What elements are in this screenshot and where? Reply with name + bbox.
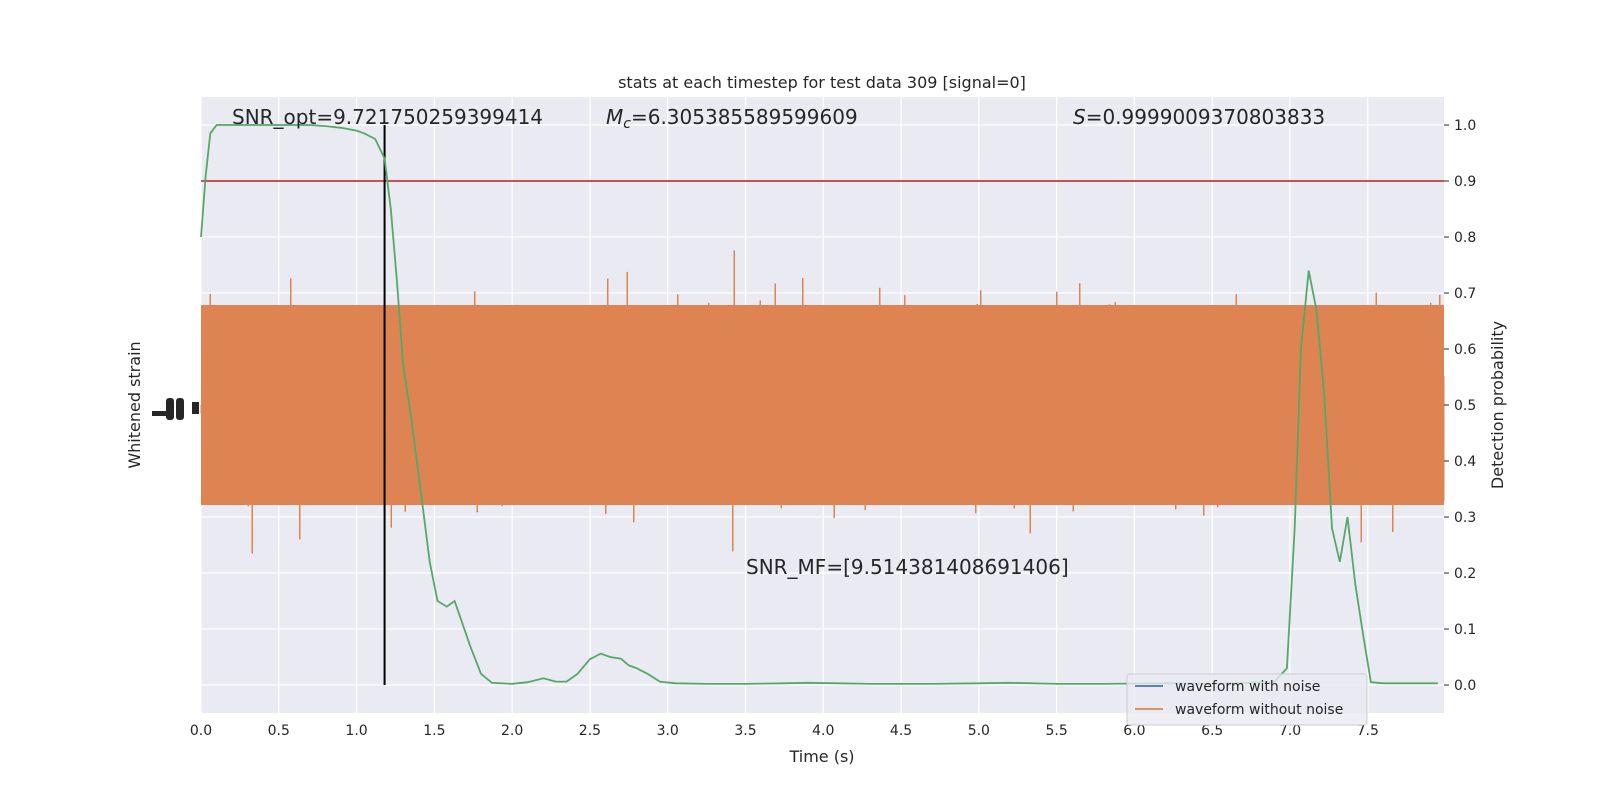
x-tick-label: 1.0	[345, 723, 367, 739]
y-axis-label-right: Detection probability	[1488, 321, 1507, 489]
x-tick-label: 2.5	[579, 723, 601, 739]
legend-label-without-noise: waveform without noise	[1175, 702, 1343, 718]
detection-probability-line	[200, 124, 1438, 685]
waveform-without-noise-series	[200, 250, 1445, 554]
x-tick-label: 7.5	[1357, 723, 1379, 739]
y-tick-label: 0.2	[1454, 566, 1476, 582]
y-tick-label: 0.9	[1454, 174, 1476, 190]
x-tick-label: 0.0	[190, 723, 212, 739]
x-tick-label: 3.0	[657, 723, 679, 739]
chart-title: stats at each timestep for test data 309…	[618, 73, 1026, 92]
x-tick-label: 5.0	[968, 723, 990, 739]
x-tick-label: 3.5	[734, 723, 756, 739]
x-axis-label: Time (s)	[788, 747, 854, 766]
x-tick-label: 7.0	[1279, 723, 1301, 739]
x-tick-label: 6.5	[1201, 723, 1223, 739]
x-tick-label: 4.0	[812, 723, 834, 739]
y-tick-label: 0.1	[1454, 622, 1476, 638]
y-tick-labels-right: 0.0 0.1 0.2 0.3 0.4 0.5 0.6 0.7 0.8 0.9 1.0	[1444, 118, 1476, 694]
y-tick-label: 0.0	[1454, 678, 1476, 694]
waveform-without-noise-line	[200, 250, 1445, 554]
x-tick-label: 0.5	[268, 723, 290, 739]
x-tick-label: 6.0	[1123, 723, 1145, 739]
y-tick-label: 0.6	[1454, 342, 1476, 358]
y-axis-label-left: Whitened strain	[125, 341, 144, 468]
legend: waveform with noise waveform without noi…	[1126, 673, 1368, 726]
y-tick-label: 0.3	[1454, 510, 1476, 526]
x-tick-label: 1.5	[423, 723, 445, 739]
y-tick-label: 0.5	[1454, 398, 1476, 414]
left-axis-clutter	[152, 398, 199, 420]
x-tick-labels: 0.0 0.5 1.0 1.5 2.0 2.5 3.0 3.5 4.0 4.5 5.0 5.5 6.0 6…	[190, 723, 1379, 739]
x-tick-label: 5.5	[1045, 723, 1067, 739]
chirp-mass-annotation: Mc=6.305385589599609	[606, 105, 858, 132]
legend-box	[1126, 673, 1368, 726]
x-tick-label: 4.5	[890, 723, 912, 739]
y-tick-label: 0.4	[1454, 454, 1476, 470]
y-tick-label: 0.8	[1454, 230, 1476, 246]
snr-mf-annotation: SNR_MF=[9.514381408691406]	[746, 555, 1069, 579]
y-tick-label: 1.0	[1454, 118, 1476, 134]
s-annotation: S=0.9999009370803833	[1073, 105, 1325, 129]
legend-label-with-noise: waveform with noise	[1175, 679, 1320, 695]
y-tick-label: 0.7	[1454, 286, 1476, 302]
x-tick-label: 2.0	[501, 723, 523, 739]
snr-opt-annotation: SNR_opt=9.721750259399414	[232, 105, 543, 129]
